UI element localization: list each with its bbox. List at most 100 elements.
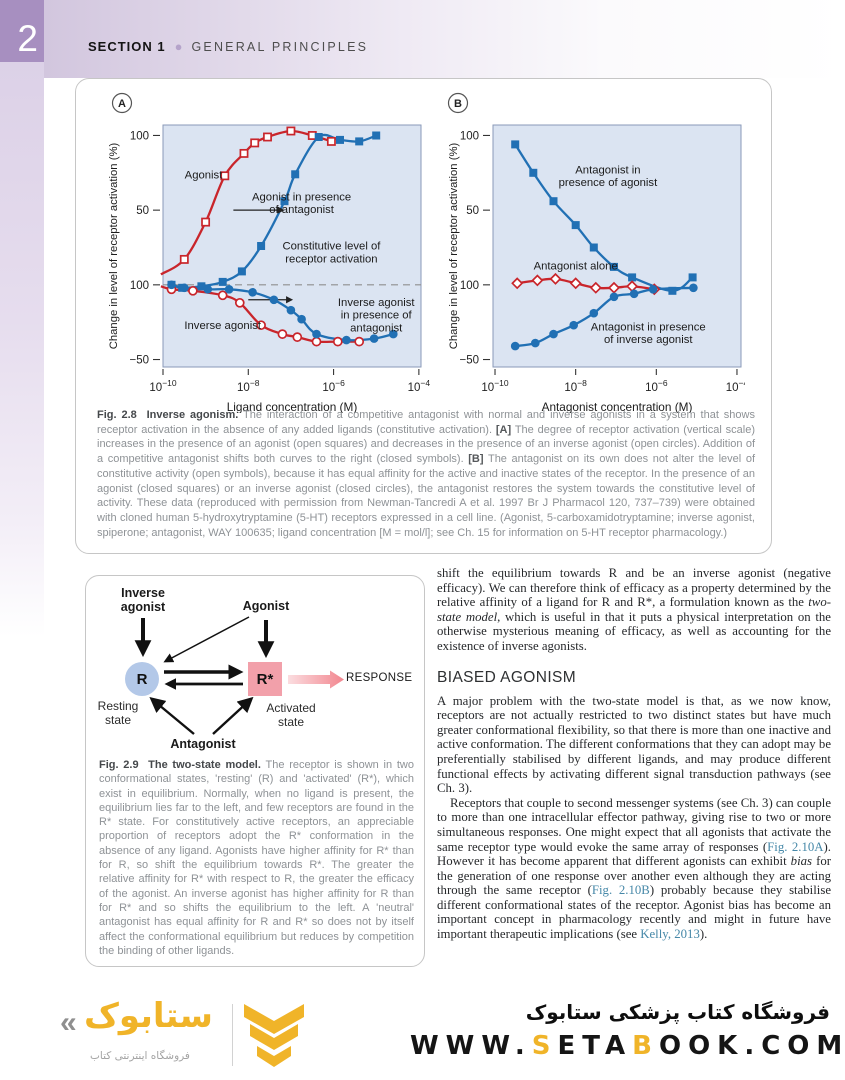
left-margin-strip	[0, 62, 44, 637]
svg-text:10−4: 10−4	[408, 378, 431, 394]
figure-2-8-panel: Agonist Agonist in presence of antagonist C…	[75, 78, 772, 554]
svg-text:Antagonist in presence: Antagonist in presence	[591, 321, 706, 333]
resting-state-label: Resting state	[97, 699, 139, 727]
activated-state-node: R*	[248, 662, 282, 696]
svg-text:Antagonist concentration (M): Antagonist concentration (M)	[542, 400, 693, 413]
figure-label: Fig. 2.9	[99, 759, 139, 771]
svg-text:100: 100	[460, 280, 479, 292]
logo-subtitle: فروشگاه اینترنتی کتاب	[90, 1050, 190, 1062]
inverse-agonist-label: Inverse agonist	[120, 586, 166, 614]
logo-divider	[232, 1004, 233, 1066]
store-title: فروشگاه کتاب پزشکی ستابوک	[525, 1000, 830, 1024]
text-run: ).	[699, 927, 708, 942]
svg-text:50: 50	[136, 205, 149, 217]
url-segment: WWW.	[410, 1031, 532, 1061]
website-url: WWW.SETABOOK.COM	[410, 1031, 842, 1061]
paragraph: shift the equilibrium towards R and be a…	[437, 566, 831, 654]
svg-text:Antagonist in: Antagonist in	[575, 164, 640, 176]
response-label: RESPONSE	[346, 672, 413, 684]
text-run: Receptors that couple to second messenge…	[437, 795, 831, 854]
figure-2-9-panel: Inverse agonist Agonist R R* Resting state…	[85, 575, 425, 967]
cross-reference-link[interactable]: Kelly, 2013	[640, 927, 700, 942]
svg-text:Inverse agonist: Inverse agonist	[184, 320, 261, 332]
text-run: for the generation of one response over …	[437, 854, 831, 898]
figure-2-9-caption: Fig. 2.9 The two-state model. The recept…	[99, 758, 414, 958]
paragraph: Receptors that couple to second messenge…	[437, 796, 831, 942]
page-number: 2	[17, 18, 38, 59]
figure-label: Fig. 2.8	[97, 409, 137, 421]
svg-text:antagonist: antagonist	[350, 322, 403, 334]
section-heading: BIASED AGONISM	[437, 668, 577, 686]
svg-text:Change in level of receptor ac: Change in level of receptor activation (…	[448, 142, 460, 349]
footer-store-info: فروشگاه کتاب پزشکی ستابوک WWW.SETABOOK.C…	[410, 1000, 842, 1061]
svg-text:100: 100	[130, 130, 149, 142]
svg-text:−50: −50	[129, 355, 149, 367]
agonist-label: Agonist	[242, 599, 290, 613]
section-label: SECTION 1	[88, 39, 166, 54]
chart-panel-a: Agonist Agonist in presence of antagonist C…	[101, 91, 433, 418]
svg-text:Agonist: Agonist	[185, 169, 224, 181]
url-segment-highlight: S	[531, 1031, 558, 1061]
header-band	[44, 0, 845, 78]
svg-text:10−10: 10−10	[481, 378, 508, 394]
url-segment-highlight: B	[632, 1031, 659, 1061]
figure-title: The two-state model.	[148, 759, 261, 771]
two-state-model-arrows	[134, 616, 344, 735]
logo-guillemet-mark: «	[60, 1006, 77, 1039]
paragraph: A major problem with the two-state model…	[437, 693, 831, 796]
setabook-logo: « ستابوک فروشگاه اینترنتی کتاب	[60, 996, 304, 1078]
svg-text:−50: −50	[459, 355, 479, 367]
text-run: ) probably because they stabilise differ…	[437, 883, 832, 942]
svg-text:Agonist in presence: Agonist in presence	[252, 191, 351, 203]
svg-text:receptor activation: receptor activation	[285, 253, 377, 265]
antagonist-label: Antagonist	[170, 737, 236, 751]
logo-wordmark: ستابوک	[84, 996, 213, 1036]
caption-panel-mark-a: [A]	[495, 423, 512, 436]
caption-text: The degree of receptor activation (verti…	[97, 423, 755, 466]
svg-text:B: B	[454, 98, 462, 110]
italic-term: two-state model	[437, 595, 831, 624]
text-run: , which is useful in that it puts a phys…	[437, 609, 831, 653]
chart-panel-b: Antagonist in presence of agonist Antagoni…	[441, 91, 748, 418]
svg-text:50: 50	[466, 205, 479, 217]
svg-text:10−4: 10−4	[726, 378, 745, 394]
caption-panel-mark-b: [B]	[468, 453, 484, 466]
page-number-block: 2	[0, 0, 44, 62]
url-segment: ETA	[557, 1031, 633, 1061]
body-text-column: shift the equilibrium towards R and be a…	[437, 566, 831, 942]
svg-text:100: 100	[130, 280, 149, 292]
section-title: GENERAL PRINCIPLES	[191, 39, 369, 54]
svg-text:10−8: 10−8	[564, 378, 587, 394]
activated-state-label: Activated state	[266, 701, 316, 729]
svg-text:10−6: 10−6	[322, 378, 345, 394]
svg-text:10−10: 10−10	[149, 378, 176, 394]
svg-text:100: 100	[460, 130, 479, 142]
cross-reference-link[interactable]: Fig. 2.10B	[591, 883, 650, 898]
svg-text:presence of agonist: presence of agonist	[559, 177, 658, 189]
svg-text:in presence of: in presence of	[341, 310, 413, 322]
svg-text:10−8: 10−8	[237, 378, 260, 394]
figure-title: Inverse agonism.	[146, 409, 239, 421]
section-bullet-icon: ●	[174, 39, 183, 54]
text-run: ). However it has become apparent that d…	[437, 839, 831, 869]
svg-text:Ligand concentration (M): Ligand concentration (M)	[227, 400, 358, 413]
chevron-logo-icon	[244, 1004, 304, 1067]
svg-text:Inverse agonist: Inverse agonist	[338, 297, 415, 309]
cross-reference-link[interactable]: Fig. 2.10A	[767, 839, 824, 854]
section-header: SECTION 1 ● GENERAL PRINCIPLES	[88, 39, 368, 54]
svg-text:Change in level of receptor ac: Change in level of receptor activation (…	[108, 142, 120, 349]
svg-text:of inverse agonist: of inverse agonist	[604, 334, 693, 346]
svg-text:Constitutive level of: Constitutive level of	[282, 241, 381, 253]
text-run: shift the equilibrium towards R and be a…	[437, 566, 831, 610]
svg-text:of antagonist: of antagonist	[269, 204, 335, 216]
italic-term: bias	[790, 854, 813, 869]
svg-text:A: A	[118, 98, 126, 110]
svg-text:10−6: 10−6	[645, 378, 668, 394]
url-segment: OOK.COM	[658, 1031, 845, 1061]
caption-text: The receptor is shown in two conformatio…	[99, 759, 414, 957]
caption-text: The antagonist on its own does not alter…	[97, 453, 755, 539]
caption-text: The interaction of a competitive antagon…	[97, 409, 755, 436]
